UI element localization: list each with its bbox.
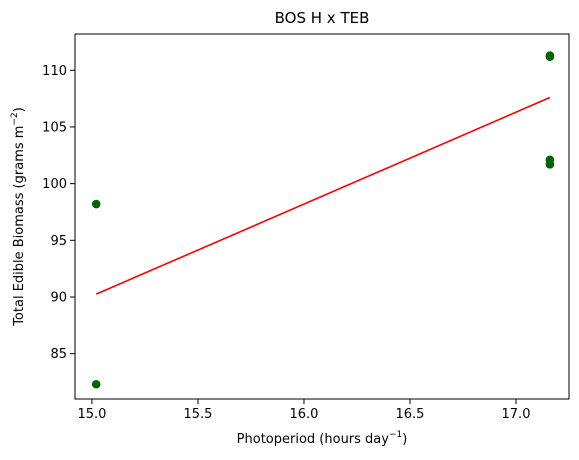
y-axis-label-sup: −2 — [10, 112, 20, 125]
x-tick-label: 15.5 — [183, 407, 212, 422]
y-tick-label: 85 — [50, 347, 67, 362]
y-tick-label: 110 — [42, 64, 67, 79]
y-tick-label: 95 — [50, 234, 67, 249]
x-tick-label: 16.5 — [396, 407, 425, 422]
data-point — [545, 52, 555, 61]
y-tick-label: 90 — [50, 290, 67, 305]
x-axis: 15.0 15.5 16.0 16.5 17.0 — [77, 399, 530, 422]
plot-frame — [74, 33, 570, 400]
x-axis-label: Photoperiod (hours day−1) — [237, 430, 408, 447]
y-tick-label: 105 — [42, 120, 67, 135]
plot-area — [74, 33, 570, 400]
x-tick-label: 17.0 — [502, 407, 531, 422]
x-tick-label: 16.0 — [290, 407, 319, 422]
x-axis-label-sup: −1 — [389, 430, 402, 440]
fit-line — [95, 96, 551, 295]
data-point — [545, 160, 555, 169]
chart-title: BOS H x TEB — [275, 9, 370, 27]
data-point — [91, 379, 101, 389]
x-tick-label: 15.0 — [77, 407, 106, 422]
y-axis-label: Total Edible Biomass (grams m−2) — [10, 107, 27, 327]
y-axis: 85 90 95 100 105 110 — [42, 64, 75, 362]
y-axis-label-text: Total Edible Biomass (grams m — [12, 126, 27, 327]
x-axis-label-suffix: ) — [402, 432, 407, 447]
y-axis-label-suffix: ) — [12, 107, 27, 112]
y-tick-label: 100 — [42, 177, 67, 192]
data-point — [91, 199, 101, 209]
x-axis-label-text: Photoperiod (hours day — [237, 432, 390, 447]
